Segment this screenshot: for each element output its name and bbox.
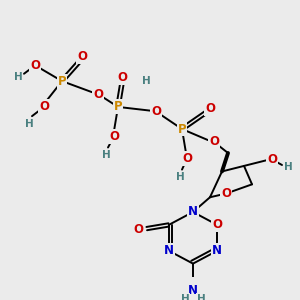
Text: O: O <box>134 223 144 236</box>
Text: P: P <box>178 122 186 136</box>
Text: H: H <box>102 150 110 160</box>
Text: O: O <box>30 59 40 72</box>
Text: O: O <box>212 218 222 231</box>
Text: H: H <box>14 71 22 82</box>
Text: N: N <box>188 284 198 297</box>
Text: O: O <box>39 100 49 113</box>
Text: H: H <box>176 172 184 182</box>
Text: P: P <box>114 100 122 113</box>
Text: O: O <box>93 88 103 100</box>
Text: N: N <box>188 206 198 218</box>
Text: O: O <box>117 71 127 84</box>
Text: O: O <box>109 130 119 143</box>
Text: H: H <box>142 76 150 86</box>
Text: H: H <box>25 118 33 128</box>
Text: N: N <box>212 244 222 257</box>
Text: O: O <box>77 50 87 63</box>
Text: H: H <box>196 294 206 300</box>
Text: N: N <box>164 244 174 257</box>
Text: O: O <box>267 153 277 166</box>
Text: H: H <box>181 294 189 300</box>
Text: O: O <box>209 135 219 148</box>
Text: O: O <box>221 187 231 200</box>
Text: O: O <box>205 102 215 115</box>
Text: P: P <box>58 75 66 88</box>
Text: H: H <box>284 162 292 172</box>
Text: O: O <box>182 152 192 165</box>
Text: O: O <box>151 105 161 118</box>
